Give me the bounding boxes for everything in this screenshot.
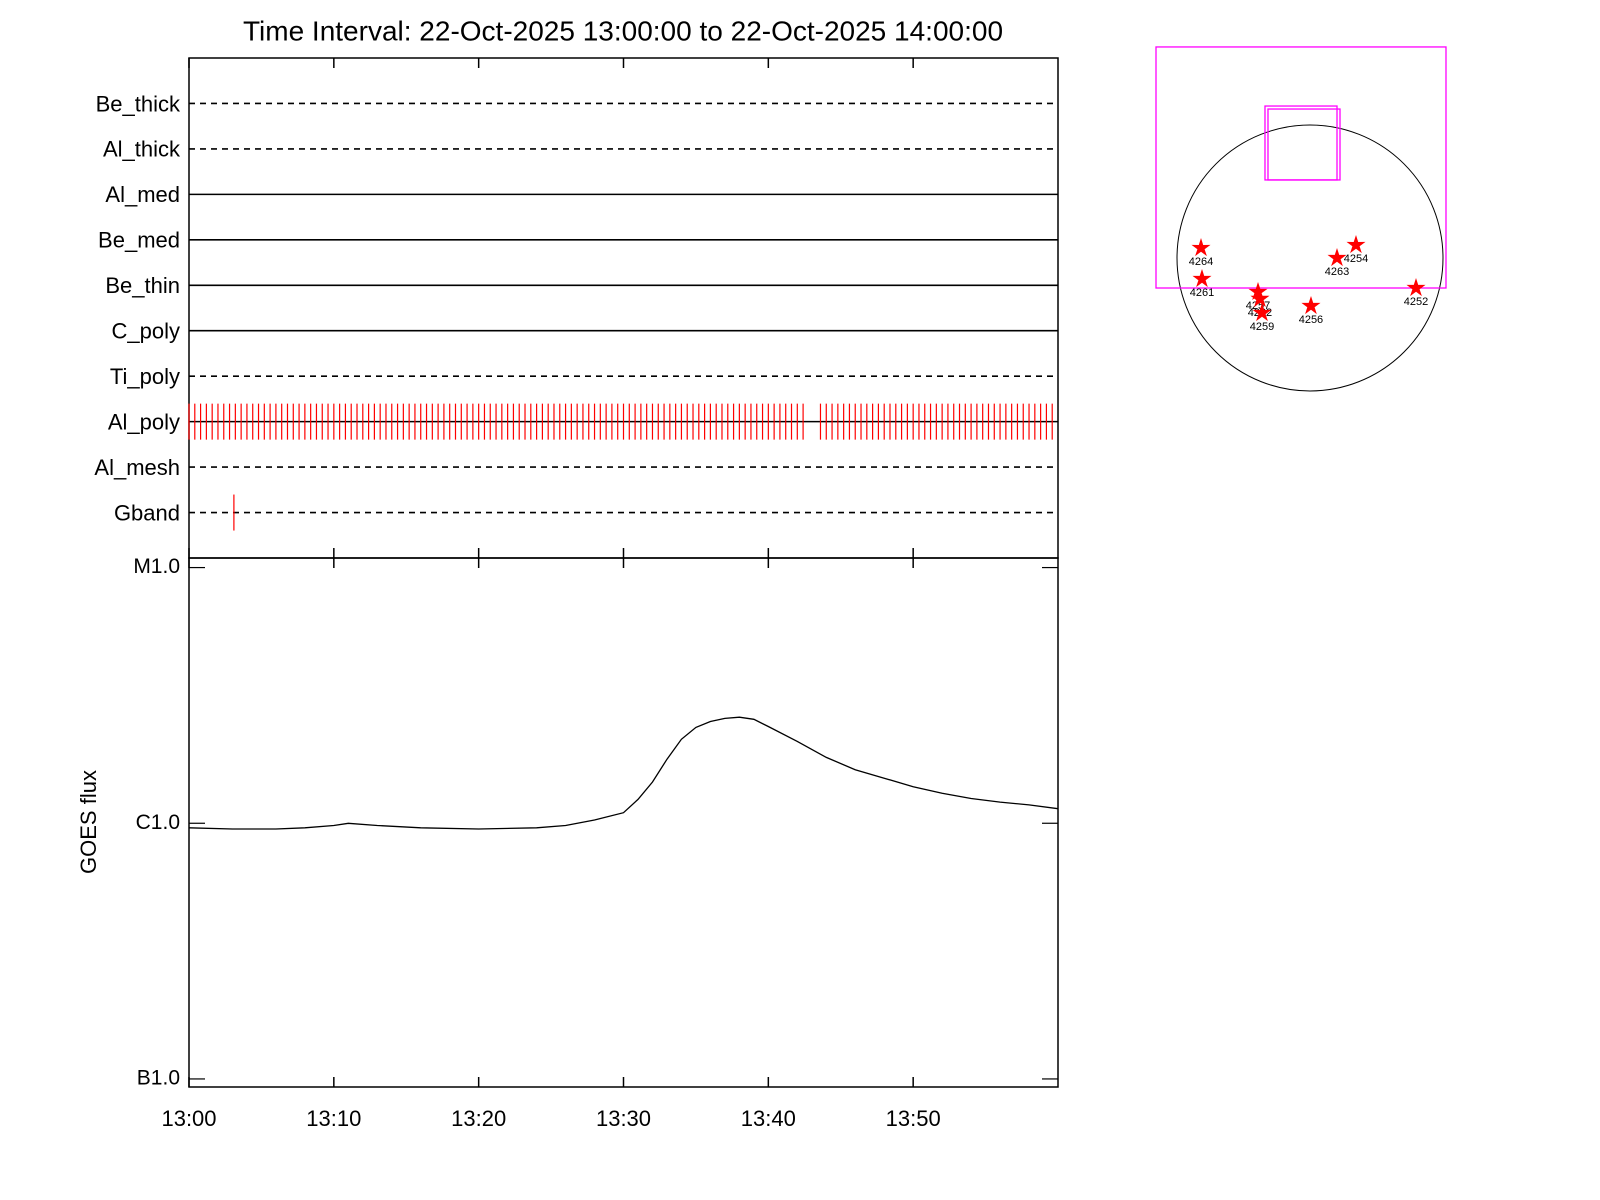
filter-label: Al_med	[105, 182, 180, 207]
x-tick-label: 13:50	[886, 1106, 941, 1131]
filter-label: C_poly	[112, 319, 180, 344]
filter-label: Al_mesh	[94, 455, 180, 480]
region-star	[1327, 248, 1347, 267]
region-label: 4264	[1189, 256, 1213, 268]
solar-limb	[1176, 124, 1444, 392]
region-star	[1346, 235, 1366, 254]
x-tick-label: 13:20	[451, 1106, 506, 1131]
x-tick-label: 13:40	[741, 1106, 796, 1131]
x-tick-label: 13:00	[161, 1106, 216, 1131]
region-star	[1191, 238, 1211, 257]
chart-title: Time Interval: 22-Oct-2025 13:00:00 to 2…	[243, 15, 1003, 46]
x-tick-label: 13:10	[306, 1106, 361, 1131]
fov-box	[1267, 108, 1341, 181]
y-tick-label: C1.0	[136, 811, 180, 834]
y-tick-label: M1.0	[133, 555, 180, 578]
y-axis-label: GOES flux	[76, 770, 101, 874]
filter-label: Be_thin	[105, 273, 180, 298]
filter-label: Gband	[114, 500, 180, 525]
flux-line	[188, 716, 1059, 830]
filter-label: Be_thick	[96, 91, 181, 116]
y-tick-label: B1.0	[137, 1066, 180, 1089]
filter-label: Al_thick	[103, 137, 181, 162]
region-label: 4254	[1344, 253, 1368, 265]
fov-box	[1155, 46, 1447, 289]
region-label: 4252	[1404, 296, 1428, 308]
region-star	[1250, 288, 1270, 307]
x-tick-label: 13:30	[596, 1106, 651, 1131]
region-star	[1192, 269, 1212, 288]
region-label: 4259	[1250, 321, 1274, 333]
region-label: 4261	[1190, 287, 1214, 299]
filter-label: Al_poly	[108, 409, 180, 434]
region-star	[1406, 278, 1426, 297]
region-star	[1252, 303, 1272, 322]
filter-label: Ti_poly	[110, 364, 180, 389]
region-label: 4263	[1325, 266, 1349, 278]
region-label: 4256	[1299, 314, 1323, 326]
filter-label: Be_med	[98, 228, 180, 253]
region-star	[1248, 282, 1268, 300]
region-star	[1301, 296, 1321, 315]
